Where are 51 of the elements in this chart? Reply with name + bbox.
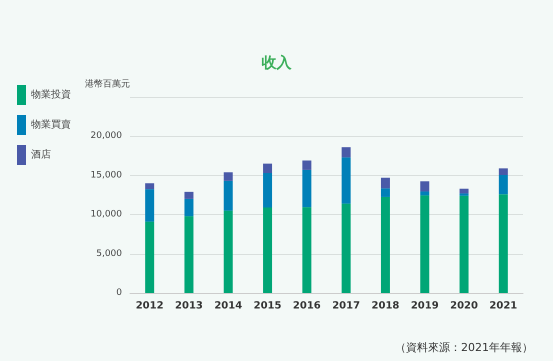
bar <box>342 204 351 293</box>
x-tick-label: 2017 <box>332 300 360 312</box>
bar <box>145 189 154 222</box>
bar <box>460 188 469 194</box>
bar <box>263 173 272 208</box>
bar <box>342 157 351 204</box>
x-tick-label: 2016 <box>292 300 321 312</box>
x-tick-label: 2015 <box>254 300 282 312</box>
x-tick-label: 2018 <box>372 300 400 312</box>
bar <box>302 207 312 293</box>
x-tick-label: 2014 <box>214 300 242 312</box>
bar <box>420 181 430 192</box>
x-tick-label: 2012 <box>136 300 164 312</box>
bar <box>498 194 508 293</box>
legend-label: 酒店 <box>31 148 51 160</box>
bar <box>263 208 272 293</box>
y-axis-title: 港幣百萬元 <box>85 78 130 90</box>
bar <box>184 216 194 293</box>
bar <box>302 170 312 208</box>
bar <box>263 164 272 174</box>
bar <box>460 196 469 293</box>
bar <box>460 193 469 196</box>
text: （資料來源：2021年年報） <box>395 341 534 354</box>
y-tick-label: 20,000 <box>90 131 122 142</box>
legend-label: 物業投資 <box>31 88 71 100</box>
bar <box>380 188 390 197</box>
x-tick-label: 2020 <box>450 300 478 312</box>
x-tick-label: 2019 <box>410 300 439 312</box>
x-tick-label: 2013 <box>175 300 203 312</box>
y-tick-label: 10,000 <box>90 210 122 220</box>
bar <box>420 191 430 196</box>
bar <box>184 198 194 216</box>
bar <box>498 175 508 194</box>
bar <box>145 222 154 293</box>
bar <box>420 195 430 293</box>
bar <box>224 210 233 293</box>
bar <box>380 196 390 293</box>
bar <box>224 180 233 211</box>
y-tick-label: 0 <box>116 288 122 298</box>
bar <box>184 192 194 199</box>
bar <box>380 178 390 188</box>
bar <box>342 147 351 158</box>
bar <box>224 172 233 181</box>
legend-label: 物業買賣 <box>31 118 71 130</box>
bar <box>302 160 312 170</box>
y-tick-label: 15,000 <box>90 170 122 180</box>
x-tick-label: 2021 <box>489 300 518 312</box>
chart-title: 收入 <box>262 54 292 72</box>
bar <box>145 183 154 190</box>
bar <box>498 168 508 176</box>
y-tick-label: 5,000 <box>96 248 122 259</box>
